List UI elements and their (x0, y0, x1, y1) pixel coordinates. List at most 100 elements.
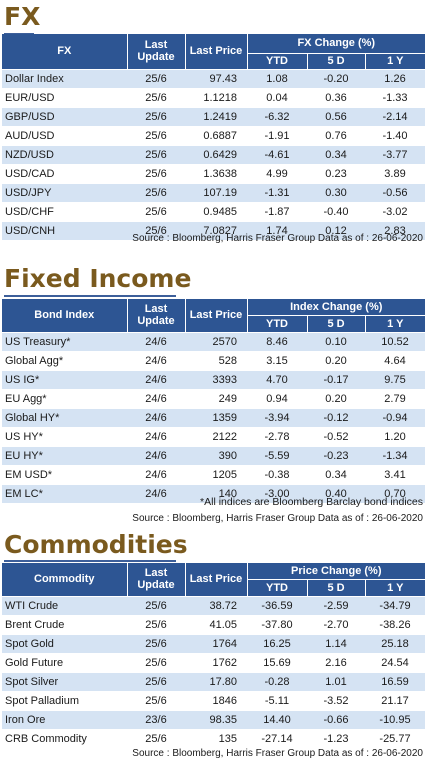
commodity-row: Brent Crude 25/6 41.05 -37.80 -2.70 -38.26 (2, 615, 426, 635)
last-update-cell: 24/6 (127, 389, 185, 409)
ytd-change-cell: -5.11 (247, 691, 307, 711)
one-year-change-cell: -10.95 (365, 710, 426, 730)
fx-header-last-update: Last Update (127, 34, 186, 70)
fixed-income-table-body: US Treasury* 24/6 2570 8.46 0.10 10.52 Global … (2, 332, 426, 504)
ytd-change-cell: -4.61 (247, 145, 307, 165)
row-name-cell: EU Agg* (2, 389, 127, 409)
one-year-change-cell: 24.54 (365, 653, 426, 673)
row-name-cell: EM LC* (2, 484, 127, 504)
last-price-cell: 249 (185, 389, 247, 409)
one-year-change-cell: 16.59 (365, 672, 426, 692)
bond-index-row: US Treasury* 24/6 2570 8.46 0.10 10.52 (2, 332, 426, 352)
one-year-change-cell: -2.14 (365, 107, 426, 127)
five-day-change-cell: -0.17 (307, 370, 365, 390)
five-day-change-cell: 1.01 (307, 672, 365, 692)
one-year-change-cell: -34.79 (365, 596, 426, 616)
last-price-cell: 135 (185, 729, 247, 749)
fi-header-name: Bond Index (2, 299, 128, 333)
fx-table-body: Dollar Index 25/6 97.43 1.08 -0.20 1.26 EUR/US… (2, 69, 426, 241)
last-price-cell: 2122 (185, 427, 247, 447)
five-day-change-cell: -0.12 (307, 408, 365, 428)
commodity-row: CRB Commodity 25/6 135 -27.14 -1.23 -25.77 (2, 729, 426, 749)
last-price-cell: 1.1218 (185, 88, 247, 108)
fi-header-1y: 1 Y (365, 315, 426, 333)
fx-section-title: FX (4, 2, 41, 31)
last-update-cell: 25/6 (127, 69, 185, 89)
fixed-income-table: Bond Index Last Update Last Price Index … (2, 299, 426, 504)
com-header-ytd: YTD (247, 579, 308, 597)
commodities-source-note: Source : Bloomberg, Harris Fraser Group … (132, 748, 423, 759)
last-price-cell: 97.43 (185, 69, 247, 89)
five-day-change-cell: 0.56 (307, 107, 365, 127)
ytd-change-cell: -1.87 (247, 202, 307, 222)
fx-row: USD/CAD 25/6 1.3638 4.99 0.23 3.89 (2, 164, 426, 184)
bond-index-row: US IG* 24/6 3393 4.70 -0.17 9.75 (2, 370, 426, 390)
last-price-cell: 0.9485 (185, 202, 247, 222)
last-price-cell: 1359 (185, 408, 247, 428)
row-name-cell: Global HY* (2, 408, 127, 428)
one-year-change-cell: -1.40 (365, 126, 426, 146)
last-update-cell: 25/6 (127, 653, 185, 673)
ytd-change-cell: -0.28 (247, 672, 307, 692)
row-name-cell: US Treasury* (2, 332, 127, 352)
fx-row: EUR/USD 25/6 1.1218 0.04 0.36 -1.33 (2, 88, 426, 108)
bond-index-row: US HY* 24/6 2122 -2.78 -0.52 1.20 (2, 427, 426, 447)
ytd-change-cell: -5.59 (247, 446, 307, 466)
fi-header-ytd: YTD (247, 315, 308, 333)
row-name-cell: USD/CNH (2, 221, 127, 241)
one-year-change-cell: 2.83 (365, 221, 426, 241)
ytd-change-cell: 8.46 (247, 332, 307, 352)
row-name-cell: Brent Crude (2, 615, 127, 635)
five-day-change-cell: -3.52 (307, 691, 365, 711)
ytd-change-cell: 15.69 (247, 653, 307, 673)
last-price-cell: 1205 (185, 465, 247, 485)
commodities-table-body: WTI Crude 25/6 38.72 -36.59 -2.59 -34.79 Brent… (2, 596, 426, 749)
fx-row: Dollar Index 25/6 97.43 1.08 -0.20 1.26 (2, 69, 426, 89)
last-price-cell: 1.3638 (185, 164, 247, 184)
five-day-change-cell: 1.14 (307, 634, 365, 654)
row-name-cell: Spot Silver (2, 672, 127, 692)
row-name-cell: EUR/USD (2, 88, 127, 108)
row-name-cell: GBP/USD (2, 107, 127, 127)
bond-index-row: Global HY* 24/6 1359 -3.94 -0.12 -0.94 (2, 408, 426, 428)
bond-index-row: EM USD* 24/6 1205 -0.38 0.34 3.41 (2, 465, 426, 485)
row-name-cell: USD/CHF (2, 202, 127, 222)
last-price-cell: 390 (185, 446, 247, 466)
ytd-change-cell: -6.32 (247, 107, 307, 127)
fx-table: FX Last Update Last Price FX Change (%) … (2, 34, 426, 241)
row-name-cell: EU HY* (2, 446, 127, 466)
one-year-change-cell: 0.70 (365, 484, 426, 504)
last-price-cell: 1.2419 (185, 107, 247, 127)
last-update-cell: 25/6 (127, 221, 185, 241)
ytd-change-cell: 4.99 (247, 164, 307, 184)
one-year-change-cell: 3.41 (365, 465, 426, 485)
fixed-income-section-title: Fixed Income (4, 264, 192, 293)
last-price-cell: 140 (185, 484, 247, 504)
fx-source-note: Source : Bloomberg, Harris Fraser Group … (132, 233, 423, 244)
one-year-change-cell: -1.33 (365, 88, 426, 108)
last-update-cell: 25/6 (127, 164, 185, 184)
fx-row: GBP/USD 25/6 1.2419 -6.32 0.56 -2.14 (2, 107, 426, 127)
five-day-change-cell: -0.66 (307, 710, 365, 730)
last-update-cell: 24/6 (127, 465, 185, 485)
one-year-change-cell: 25.18 (365, 634, 426, 654)
five-day-change-cell: -0.52 (307, 427, 365, 447)
one-year-change-cell: 4.64 (365, 351, 426, 371)
one-year-change-cell: 3.89 (365, 164, 426, 184)
ytd-change-cell: -1.31 (247, 183, 307, 203)
ytd-change-cell: -3.94 (247, 408, 307, 428)
commodities-table: Commodity Last Update Last Price Price C… (2, 563, 426, 749)
ytd-change-cell: 1.08 (247, 69, 307, 89)
fx-row: NZD/USD 25/6 0.6429 -4.61 0.34 -3.77 (2, 145, 426, 165)
five-day-change-cell: 0.40 (307, 484, 365, 504)
last-update-cell: 25/6 (127, 634, 185, 654)
last-update-cell: 25/6 (127, 672, 185, 692)
last-price-cell: 98.35 (185, 710, 247, 730)
ytd-change-cell: 3.15 (247, 351, 307, 371)
last-update-cell: 25/6 (127, 183, 185, 203)
five-day-change-cell: 0.30 (307, 183, 365, 203)
last-update-cell: 25/6 (127, 88, 185, 108)
commodities-title-rule (4, 560, 176, 562)
last-price-cell: 41.05 (185, 615, 247, 635)
five-day-change-cell: 0.12 (307, 221, 365, 241)
